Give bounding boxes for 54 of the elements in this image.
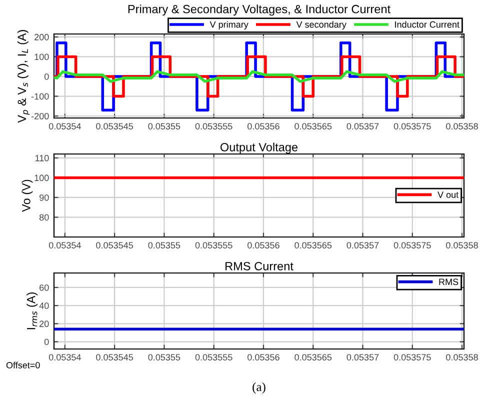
y-tick-label: -200 xyxy=(31,112,49,120)
y-tick-label: 200 xyxy=(34,34,49,40)
text: Offset=0 xyxy=(6,362,40,368)
x-tick-label: 0.05356 xyxy=(248,354,280,360)
text: (a) xyxy=(252,382,266,394)
x-tick-label: 0.05355 xyxy=(148,242,180,248)
x-tick-label: 0.053565 xyxy=(294,123,332,130)
x-tick-label: 0.053555 xyxy=(195,123,232,130)
x-tick-label: 0.05355 xyxy=(148,123,180,130)
x-tick-label: 0.05357 xyxy=(346,123,379,130)
y-tick-label: -100 xyxy=(31,93,49,100)
y-axis-title: V$_{p}$ & V$_{s}$ (V), I$_{L}$ (A) xyxy=(17,30,30,123)
x-tick-label: 0.053575 xyxy=(394,123,431,130)
line-series xyxy=(54,70,464,83)
y-tick-label: 80 xyxy=(39,214,49,221)
y-tick-label: 100 xyxy=(34,174,49,182)
x-tick-label: 0.05354 xyxy=(48,242,81,248)
x-tick-label: 0.053575 xyxy=(394,354,431,360)
x-tick-label: 0.05358 xyxy=(446,354,478,360)
legend-label: V primary xyxy=(210,21,248,30)
y-tick-label: 100 xyxy=(34,54,49,60)
legend-label: V out xyxy=(438,192,459,198)
x-tick-label: 0.053575 xyxy=(394,242,431,248)
legend-label: V secondary xyxy=(296,21,346,30)
y-tick-label: 90 xyxy=(40,194,49,201)
x-tick-label: 0.053545 xyxy=(96,242,134,248)
y-tick-label: 110 xyxy=(35,154,49,162)
legend-label: RMS xyxy=(439,278,458,286)
y-tick-label: 60 xyxy=(40,284,49,291)
y-tick-label: 40 xyxy=(39,302,49,309)
x-tick-label: 0.053545 xyxy=(96,123,134,130)
chart-title: RMS Current xyxy=(226,262,294,270)
x-tick-label: 0.05357 xyxy=(346,354,379,360)
x-tick-label: 0.053545 xyxy=(96,354,134,360)
y-axis-title: I$_{rms}$ (A) xyxy=(26,292,38,330)
y-tick-label: 0 xyxy=(44,73,49,80)
x-tick-label: 0.05355 xyxy=(148,354,180,360)
x-tick-label: 0.05358 xyxy=(446,242,478,248)
x-tick-label: 0.053555 xyxy=(195,354,232,360)
x-tick-label: 0.05358 xyxy=(446,123,478,130)
x-tick-label: 0.053565 xyxy=(294,242,332,248)
x-tick-label: 0.05357 xyxy=(346,242,379,248)
y-tick-label: 20 xyxy=(40,320,49,328)
x-tick-label: 0.05356 xyxy=(248,123,280,130)
y-tick-label: 0 xyxy=(44,338,49,346)
chart-title: Output Voltage xyxy=(220,142,298,154)
y-axis-title: Vo (V) xyxy=(22,180,33,212)
x-tick-label: 0.05356 xyxy=(248,242,280,248)
x-tick-label: 0.05354 xyxy=(48,354,81,360)
x-tick-label: 0.053555 xyxy=(195,242,232,248)
legend-label: Inductor Current xyxy=(395,21,460,28)
x-tick-label: 0.05354 xyxy=(48,123,81,130)
chart-title: Primary & Secondary Voltages, & Inductor Current xyxy=(128,4,390,16)
x-tick-label: 0.053565 xyxy=(294,354,332,360)
